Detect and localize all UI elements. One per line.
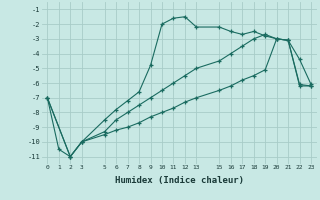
X-axis label: Humidex (Indice chaleur): Humidex (Indice chaleur) xyxy=(115,176,244,185)
